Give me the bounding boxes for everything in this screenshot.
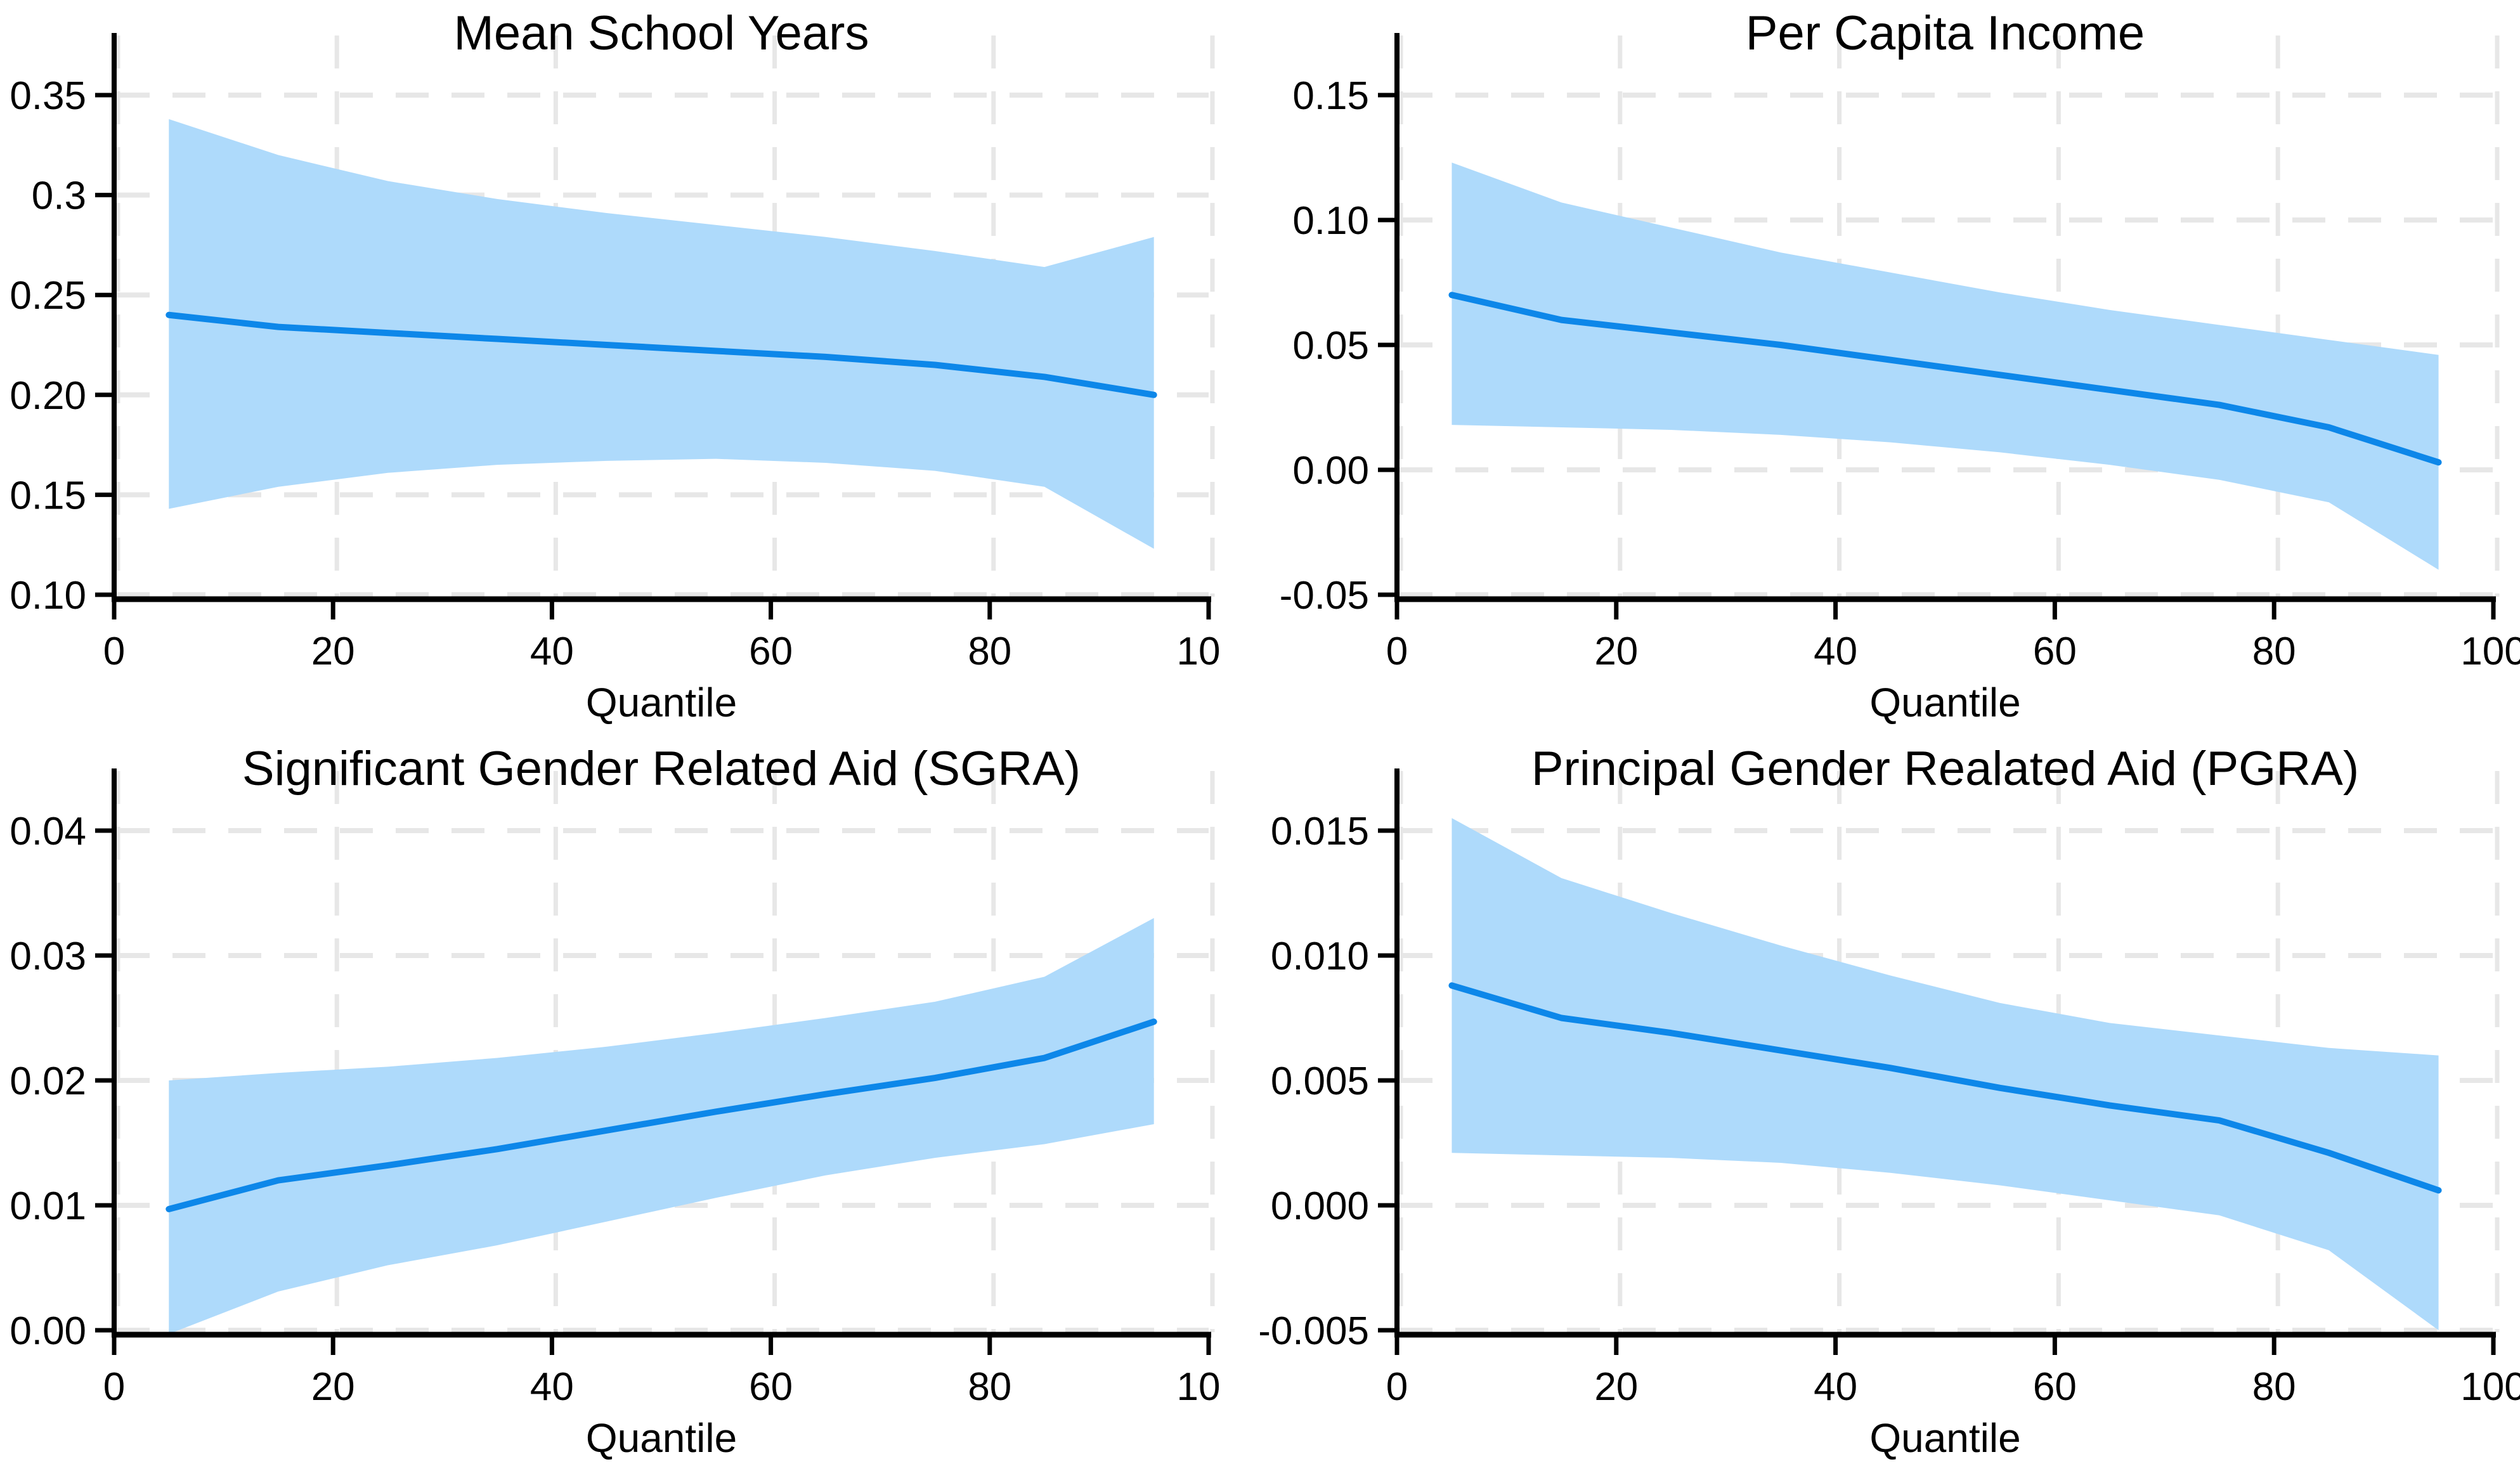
y-tick-label: 0.3 (32, 174, 86, 218)
chart-svg-significant-gender-related-aid: 0.00 0.01 0.02 0.03 0.04 0 20 40 60 80 10 Significa… (10, 742, 1221, 1461)
chart-title: Per Capita Income (1746, 6, 2145, 60)
chart-svg-principal-gender-related-aid: -0.005 0.000 0.005 0.010 0.015 0 20 40 60 80 100 Pr… (1260, 742, 2520, 1461)
y-tick-label: -0.005 (1260, 1309, 1369, 1353)
x-axis-title: Quantile (1869, 1415, 2020, 1461)
confidence-band (169, 119, 1154, 549)
x-axis-title: Quantile (586, 680, 737, 725)
y-tick-label: 0.02 (10, 1060, 86, 1103)
chart-title: Principal Gender Realated Aid (PGRA) (1531, 742, 2359, 796)
confidence-band (169, 917, 1154, 1334)
chart-panel-significant-gender-related-aid: 0.00 0.01 0.02 0.03 0.04 0 20 40 60 80 10 Significa… (0, 735, 1260, 1471)
y-tick-label: 0.015 (1271, 810, 1369, 853)
x-tick-label: 10 (1177, 1365, 1221, 1409)
y-tick-label: 0.010 (1271, 935, 1369, 978)
x-tick-label: 20 (311, 1365, 355, 1409)
x-tick-label: 60 (749, 630, 793, 673)
x-tick-label: 40 (1814, 1365, 1857, 1409)
chart-title: Mean School Years (454, 6, 869, 60)
y-tick-label: 0.000 (1271, 1184, 1369, 1228)
y-tick-label: 0.00 (10, 1309, 86, 1353)
y-tick-label: 0.03 (10, 935, 86, 978)
y-tick-label: 0.00 (1292, 449, 1369, 493)
y-tick-label: 0.05 (1292, 324, 1369, 368)
confidence-band (1452, 818, 2439, 1330)
x-tick-label: 60 (2033, 1365, 2077, 1409)
y-tick-label: 0.10 (10, 574, 86, 618)
x-tick-label: 20 (311, 630, 355, 673)
y-tick-label: 0.005 (1271, 1060, 1369, 1103)
chart-svg-per-capita-income: -0.05 0.00 0.05 0.10 0.15 0 20 40 60 80 100 Per Cap… (1280, 6, 2520, 725)
y-tick-label: 0.20 (10, 374, 86, 418)
x-tick-label: 100 (2460, 630, 2520, 673)
x-tick-label: 0 (1386, 630, 1408, 673)
mean-line (1448, 982, 2442, 1194)
x-tick-label: 20 (1594, 1365, 1638, 1409)
y-tick-label: 0.15 (10, 474, 86, 517)
x-tick-label: 40 (530, 1365, 574, 1409)
x-tick-label: 100 (2460, 1365, 2520, 1409)
x-tick-label: 40 (1814, 630, 1857, 673)
x-tick-label: 20 (1594, 630, 1638, 673)
y-tick-label: 0.10 (1292, 199, 1369, 243)
x-tick-label: 40 (530, 630, 574, 673)
x-tick-label: 10 (1177, 630, 1221, 673)
x-tick-label: 60 (2033, 630, 2077, 673)
x-axis-title: Quantile (586, 1415, 737, 1461)
x-tick-label: 80 (2252, 1365, 2296, 1409)
mean-line (1448, 292, 2442, 466)
x-tick-label: 80 (968, 1365, 1011, 1409)
x-tick-label: 0 (103, 1365, 125, 1409)
x-tick-label: 0 (1386, 1365, 1408, 1409)
y-tick-label: 0.35 (10, 74, 86, 118)
chart-panel-mean-school-years: 0.10 0.15 0.20 0.25 0.3 0.35 0 20 40 60 80 10 Mean S… (0, 0, 1260, 735)
x-axis-title: Quantile (1869, 680, 2020, 725)
chart-panel-principal-gender-related-aid: -0.005 0.000 0.005 0.010 0.015 0 20 40 60 80 100 Pr… (1260, 735, 2520, 1471)
y-tick-label: 0.01 (10, 1184, 86, 1228)
x-tick-label: 60 (749, 1365, 793, 1409)
x-tick-label: 0 (103, 630, 125, 673)
chart-svg-mean-school-years: 0.10 0.15 0.20 0.25 0.3 0.35 0 20 40 60 80 10 Mean S… (10, 6, 1221, 725)
x-tick-label: 80 (968, 630, 1011, 673)
chart-title: Significant Gender Related Aid (SGRA) (242, 742, 1081, 796)
y-tick-label: 0.04 (10, 810, 86, 853)
mean-line (166, 1018, 1157, 1212)
chart-panel-per-capita-income: -0.05 0.00 0.05 0.10 0.15 0 20 40 60 80 100 Per Cap… (1260, 0, 2520, 735)
y-tick-label: 0.15 (1292, 74, 1369, 118)
y-tick-label: 0.25 (10, 274, 86, 318)
mean-line (166, 311, 1157, 398)
y-tick-label: -0.05 (1280, 574, 1369, 618)
x-tick-label: 80 (2252, 630, 2296, 673)
